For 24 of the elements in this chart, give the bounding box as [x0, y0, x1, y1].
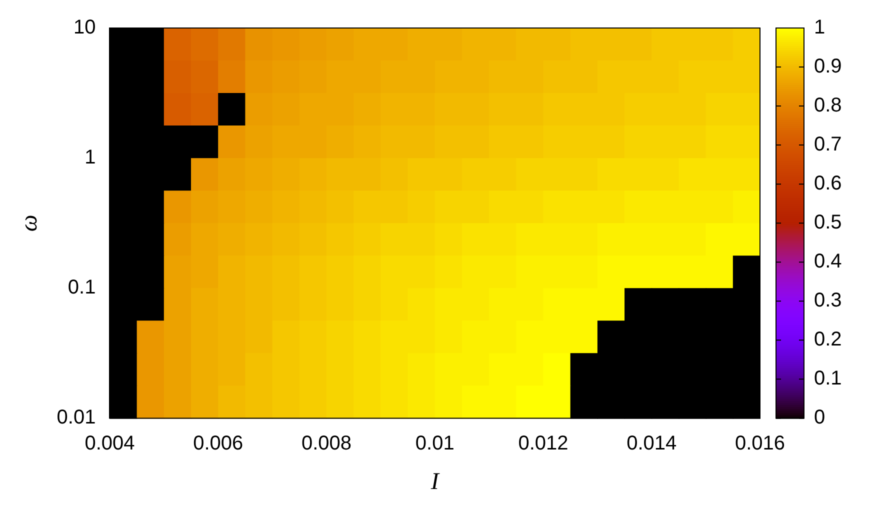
color-bar-label: 0.9: [814, 56, 842, 78]
color-bar-label: 0: [814, 406, 826, 429]
color-bar-label: 0.3: [814, 290, 842, 312]
x-tick-label: 0.01: [415, 432, 454, 455]
x-tick-label: 0.006: [193, 432, 244, 455]
x-tick-label: 0.016: [734, 432, 786, 455]
color-bar-label: 0.8: [814, 94, 842, 117]
color-bar-label: 0.1: [814, 368, 842, 390]
color-bar-label: 0.2: [814, 328, 842, 351]
x-tick-label: 0.004: [84, 432, 135, 455]
color-bar-label: 0.6: [814, 172, 842, 195]
x-tick-label: 0.012: [518, 432, 568, 455]
color-bar-label: 0.5: [814, 212, 842, 234]
color-bar-label: 1: [814, 16, 826, 39]
color-bar-label: 0.7: [814, 134, 842, 156]
x-tick-label: 0.008: [301, 432, 352, 455]
color-bar-label: 0.4: [814, 250, 842, 273]
y-tick-label: 10: [73, 16, 96, 39]
x-axis-title: I: [430, 468, 440, 495]
y-tick-label: 0.01: [56, 406, 96, 429]
y-tick-label: 0.1: [68, 276, 96, 299]
y-tick-label: 1: [84, 146, 96, 169]
y-axis-title: ω: [16, 214, 43, 232]
x-tick-label: 0.014: [626, 432, 677, 455]
